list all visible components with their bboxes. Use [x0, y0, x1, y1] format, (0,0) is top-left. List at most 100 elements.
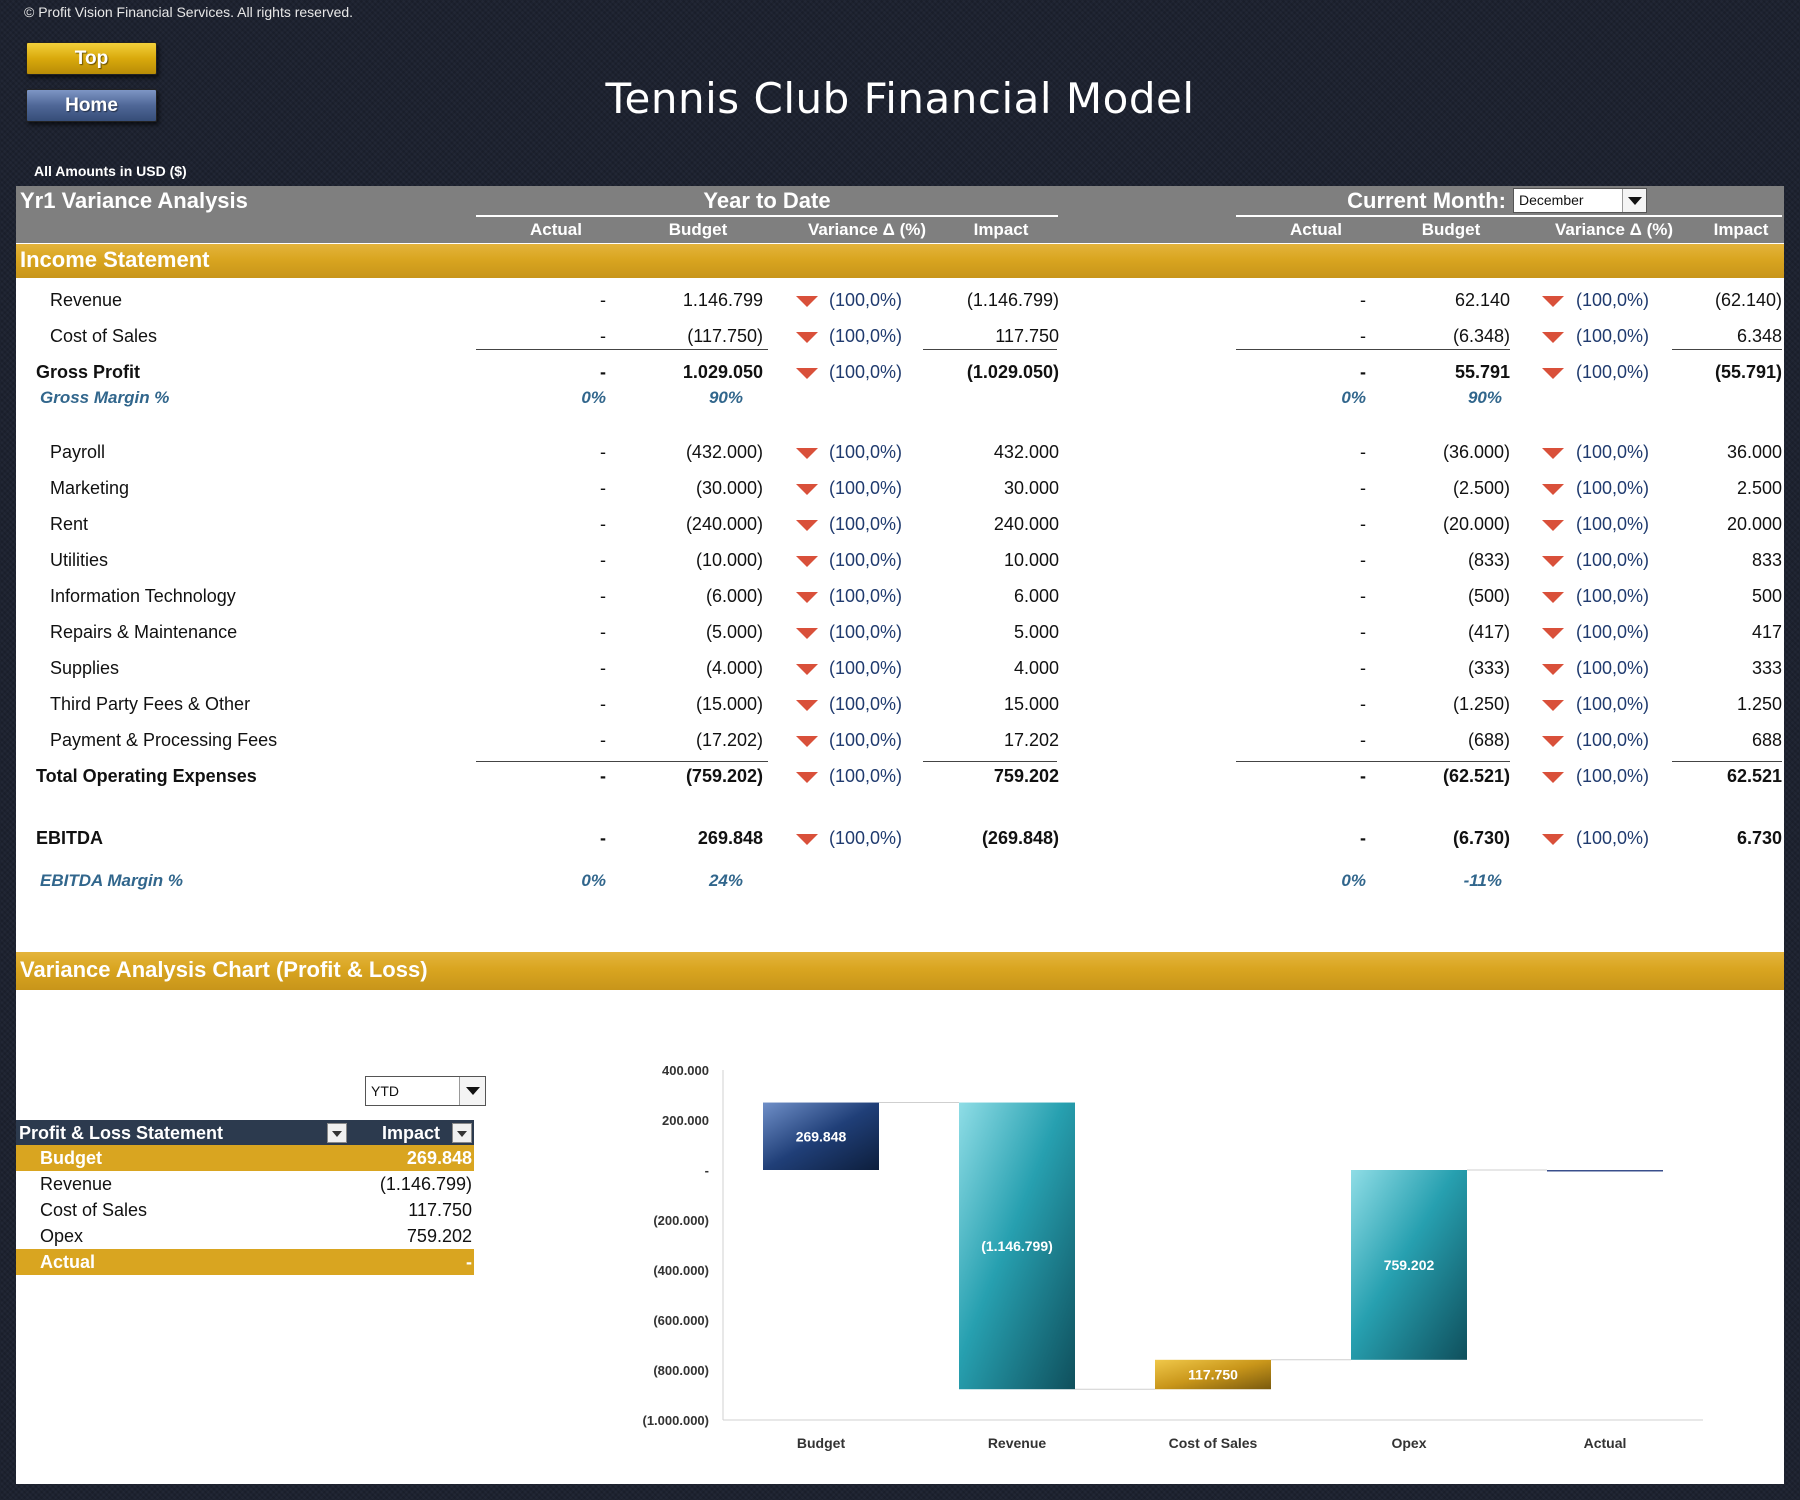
ytd-impact-value: 759.202	[993, 766, 1059, 786]
cm-variance-value: (100,0%)	[1576, 290, 1650, 310]
cm-actual-value: -	[1360, 766, 1366, 786]
cm-variance-value: (100,0%)	[1576, 362, 1650, 382]
home-button[interactable]: Home	[26, 89, 157, 122]
filter-button-impact[interactable]	[452, 1123, 472, 1143]
y-tick-label: (1.000.000)	[643, 1413, 710, 1428]
waterfall-chart: 400.000 200.000 - (200.000) (400.000) (600.00…	[596, 1016, 1716, 1466]
down-arrow-icon	[1542, 736, 1564, 747]
income-statement-section: Income Statement	[16, 244, 1784, 278]
ytd-variance-value: (100,0%)	[829, 828, 903, 848]
down-arrow-icon	[796, 556, 818, 567]
down-arrow-icon	[1542, 834, 1564, 845]
pl-row-value: (1.146.799)	[379, 1174, 472, 1194]
bar-data-label: 269.848	[796, 1128, 847, 1144]
ytd-impact-header: Impact	[973, 220, 1029, 239]
underline-opex-ytd-impact	[923, 761, 1057, 762]
ytd-impact-value: 17.202	[1003, 730, 1059, 750]
chevron-down-icon	[1628, 197, 1642, 205]
ytd-impact-value: 432.000	[993, 442, 1059, 462]
ytd-budget-header: Budget	[668, 220, 728, 239]
down-arrow-icon	[796, 664, 818, 675]
cm-variance-value: (100,0%)	[1576, 586, 1650, 606]
period-select[interactable]: YTD	[365, 1076, 486, 1106]
period-dropdown-button[interactable]	[459, 1077, 485, 1105]
y-tick-label: (800.000)	[653, 1363, 709, 1378]
x-tick-label: Budget	[797, 1435, 846, 1451]
month-dropdown-button[interactable]	[1622, 189, 1646, 212]
cm-variance-value: (100,0%)	[1576, 730, 1650, 750]
top-button[interactable]: Top	[26, 42, 157, 75]
down-arrow-icon	[1542, 368, 1564, 379]
gross-margin-row: Gross Margin % 0% 90% 0% 90%	[16, 386, 1784, 410]
down-arrow-icon	[796, 592, 818, 603]
pl-row-actual: Actual -	[16, 1249, 474, 1275]
cm-impact-value: (55.791)	[1714, 362, 1782, 382]
cm-budget-value: (333)	[1467, 658, 1510, 678]
x-tick-label: Actual	[1584, 1435, 1627, 1451]
cm-impact-value: 500	[1751, 586, 1782, 606]
cm-budget-value: 55.791	[1454, 362, 1510, 382]
cm-actual-value: -	[1360, 586, 1366, 606]
cm-variance-value: (100,0%)	[1576, 694, 1650, 714]
cm-budget-value: (2.500)	[1452, 478, 1510, 498]
cm-budget-value: (20.000)	[1442, 514, 1510, 534]
row-label: Gross Profit	[36, 362, 141, 382]
waterfall-bar-actual	[1547, 1169, 1663, 1172]
ytd-group-title: Year to Date	[703, 188, 831, 213]
cm-impact-value: 20.000	[1726, 514, 1782, 534]
filter-icon	[332, 1131, 342, 1137]
ytd-actual-value: -	[600, 694, 606, 714]
pl-impact-table: Profit & Loss Statement Impact Budget 269…	[16, 1120, 474, 1275]
row-label: Payroll	[50, 442, 106, 462]
gross-margin-label: Gross Margin %	[40, 388, 170, 407]
cm-actual-value: -	[1360, 658, 1366, 678]
ytd-budget-value: (4.000)	[705, 658, 763, 678]
ytd-actual-value: -	[600, 362, 606, 382]
down-arrow-icon	[1542, 700, 1564, 711]
ytd-impact-value: 6.000	[1013, 586, 1059, 606]
pl-row-label: Budget	[40, 1148, 102, 1168]
ytd-actual-value: -	[600, 766, 606, 786]
pl-row-budget: Budget 269.848	[16, 1145, 474, 1171]
row-marketing: Marketing - (30.000) (100,0%) 30.000 - (2.500)…	[16, 474, 1784, 504]
row-label: Revenue	[50, 290, 123, 310]
ytd-actual-value: -	[600, 290, 606, 310]
y-tick-label: (200.000)	[653, 1213, 709, 1228]
ytd-actual-value: -	[600, 442, 606, 462]
variance-sheet: Yr1 Variance Analysis Year to Date Curre…	[16, 186, 1784, 1484]
filter-icon	[457, 1131, 467, 1137]
ytd-actual-value: -	[600, 586, 606, 606]
pl-row-value: -	[466, 1252, 472, 1272]
cm-budget-value: (833)	[1467, 550, 1510, 570]
pl-row-opex: Opex 759.202	[16, 1223, 474, 1249]
cm-variance-value: (100,0%)	[1576, 326, 1650, 346]
cm-variance-value: (100,0%)	[1576, 658, 1650, 678]
ytd-actual-value: -	[600, 658, 606, 678]
ytd-variance-value: (100,0%)	[829, 658, 903, 678]
ytd-variance-value: (100,0%)	[829, 730, 903, 750]
ytd-variance-value: (100,0%)	[829, 622, 903, 642]
ytd-actual-value: -	[600, 550, 606, 570]
ytd-actual-value: -	[600, 622, 606, 642]
cm-variance-value: (100,0%)	[1576, 478, 1650, 498]
row-label: Total Operating Expenses	[36, 766, 257, 786]
ytd-budget-value: 1.029.050	[682, 362, 763, 382]
row-label: Rent	[50, 514, 89, 534]
cm-actual-value: -	[1360, 622, 1366, 642]
pl-row-cost-of-sales: Cost of Sales 117.750	[16, 1197, 474, 1223]
pl-row-revenue: Revenue (1.146.799)	[16, 1171, 474, 1197]
waterfall-bar-opex	[1351, 1169, 1467, 1360]
cm-budget-value: (62.521)	[1442, 766, 1510, 786]
filter-button-label[interactable]	[327, 1123, 347, 1143]
cm-budget-value: 62.140	[1454, 290, 1510, 310]
month-select[interactable]: December	[1513, 188, 1647, 213]
down-arrow-icon	[796, 448, 818, 459]
underline-opex-ytd	[476, 761, 768, 762]
down-arrow-icon	[796, 834, 818, 845]
row-payroll: Payroll - (432.000) (100,0%) 432.000 - (36.000…	[16, 438, 1784, 468]
ytd-impact-value: 15.000	[1003, 694, 1059, 714]
ytd-variance-value: (100,0%)	[829, 326, 903, 346]
down-arrow-icon	[1542, 556, 1564, 567]
cm-actual-value: -	[1360, 514, 1366, 534]
table-header-band: Yr1 Variance Analysis Year to Date Curre…	[16, 186, 1784, 243]
